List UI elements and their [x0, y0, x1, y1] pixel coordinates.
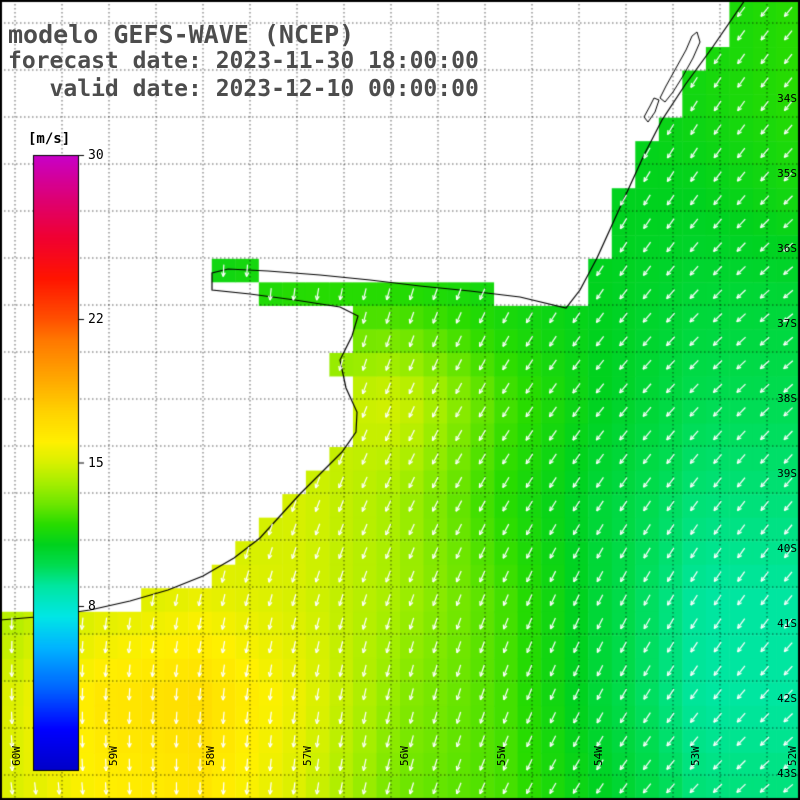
model-title: modelo GEFS-WAVE (NCEP) [8, 20, 355, 49]
latitude-tick-label: 37S [777, 317, 797, 330]
latitude-tick-label: 41S [777, 617, 797, 630]
colorbar-tick-label: 22 [88, 312, 104, 327]
longitude-tick-label: 52W [786, 746, 799, 766]
forecast-date: forecast date: 2023-11-30 18:00:00 [8, 48, 479, 74]
latitude-tick-label: 40S [777, 542, 797, 555]
longitude-tick-label: 57W [301, 746, 314, 766]
latitude-tick-label: 36S [777, 242, 797, 255]
valid-date: valid date: 2023-12-10 00:00:00 [8, 76, 479, 102]
longitude-tick-label: 59W [107, 746, 120, 766]
longitude-tick-label: 60W [10, 746, 23, 766]
latitude-tick-label: 42S [777, 692, 797, 705]
latitude-tick-label: 34S [777, 92, 797, 105]
longitude-tick-label: 55W [495, 746, 508, 766]
colorbar-tick-label: 30 [88, 148, 104, 163]
latitude-tick-label: 39S [777, 467, 797, 480]
latitude-tick-label: 35S [777, 167, 797, 180]
colorbar-tick-label: 15 [88, 455, 104, 471]
longitude-tick-label: 54W [592, 746, 605, 766]
longitude-tick-label: 58W [204, 746, 217, 766]
longitude-tick-label: 53W [689, 746, 702, 766]
longitude-tick-label: 56W [398, 746, 411, 766]
colorbar-units-label: [m/s] [28, 131, 71, 147]
colorbar-tick-label: 8 [88, 599, 96, 614]
latitude-tick-label: 38S [777, 392, 797, 405]
latitude-tick-label: 43S [777, 767, 797, 780]
